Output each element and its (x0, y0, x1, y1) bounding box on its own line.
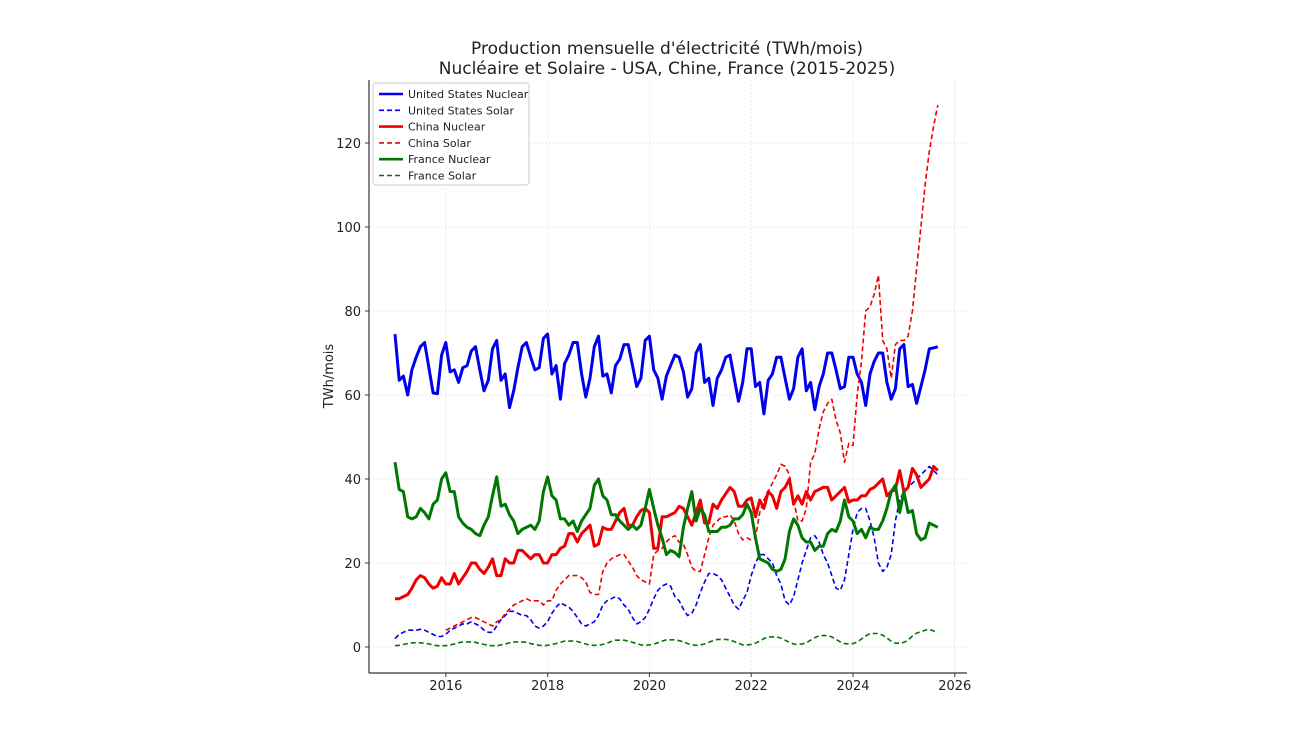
x-tick-label: 2016 (429, 679, 462, 694)
y-tick-label: 40 (344, 473, 361, 488)
legend-label: France Solar (408, 170, 477, 183)
y-tick-label: 60 (344, 389, 361, 404)
y-tick-label: 100 (336, 221, 361, 236)
legend: United States Nuclear United States Solar… (372, 82, 530, 186)
y-tick-label: 80 (344, 305, 361, 320)
series-line-united-states-solar (394, 465, 939, 640)
legend-box (372, 82, 530, 186)
grid-lines (369, 80, 967, 673)
legend-label: United States Solar (408, 104, 514, 117)
series-line-china-solar (445, 105, 939, 631)
y-tick-label: 20 (344, 557, 361, 572)
legend-label: France Nuclear (408, 153, 491, 166)
legend-label: China Solar (408, 137, 471, 150)
series-lines (393, 105, 939, 647)
x-tick-label: 2024 (836, 679, 869, 694)
series-line-united-states-nuclear (393, 332, 939, 416)
x-tick-label: 2022 (735, 679, 768, 694)
y-tick-label: 120 (336, 137, 361, 152)
series-line-france-solar (394, 628, 938, 647)
axis-ticks: 2016 2018 2020 2022 2024 2026 0 20 40 60 80 100 120 (336, 137, 971, 694)
y-axis-label: TWh/mois (322, 344, 337, 410)
series-line-china-nuclear (395, 464, 939, 601)
x-tick-label: 2026 (938, 679, 971, 694)
chart-title: Production mensuelle d'électricité (TWh/… (471, 39, 863, 59)
legend-label: United States Nuclear (408, 88, 529, 101)
y-tick-label: 0 (353, 641, 361, 656)
x-tick-label: 2020 (633, 679, 666, 694)
chart-subtitle: Nucléaire et Solaire - USA, Chine, Franc… (439, 59, 896, 79)
legend-label: China Nuclear (408, 121, 486, 134)
x-tick-label: 2018 (531, 679, 564, 694)
series-line-france-nuclear (393, 461, 939, 573)
